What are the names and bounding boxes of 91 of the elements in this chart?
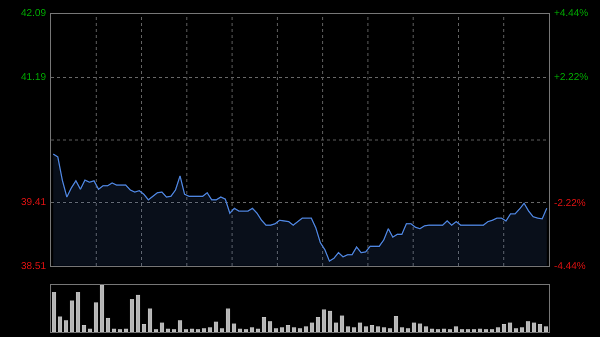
bar [232,324,236,332]
y2-tick-label: -4.44% [554,261,586,272]
bar [178,320,182,332]
bar [310,322,314,332]
bar [172,329,176,332]
bar [514,328,518,332]
y2-tick-label: -2.22% [554,198,586,209]
bar [418,324,422,332]
bar [118,329,122,332]
bar [148,308,152,332]
bar [448,329,452,332]
bar [424,326,428,332]
bar [142,324,146,332]
bar [58,316,62,332]
bar [538,324,542,332]
y-tick-label: 42.09 [21,8,46,19]
bar [520,327,524,332]
bar [250,327,254,332]
bar [316,316,320,332]
y2-tick-label: +2.22% [554,72,588,83]
bar [304,326,308,332]
bar [64,320,68,332]
bar [370,324,374,332]
y-tick-label: 39.41 [21,197,46,208]
bar [190,328,194,332]
bar [298,328,302,332]
bar [196,329,200,332]
bar [130,299,134,332]
bar [460,329,464,332]
bar [328,310,332,332]
bar [394,316,398,332]
bar [496,327,500,332]
bar [154,329,158,332]
bar [376,326,380,332]
bar [160,322,164,332]
y-tick-label: 41.19 [21,72,46,83]
bar [388,328,392,332]
bar [292,327,296,332]
bar [220,328,224,332]
bar [508,322,512,332]
bar [502,324,506,332]
bar [238,328,242,332]
bar [322,309,326,332]
bar [472,329,476,332]
bar [226,308,230,332]
bar [280,327,284,332]
bar [400,327,404,332]
bar [100,285,104,332]
bar [466,329,470,332]
bar [334,322,338,332]
bar [124,328,128,332]
bar [202,328,206,332]
bar [136,294,140,332]
bar [382,327,386,332]
bar [256,328,260,332]
bar [112,328,116,332]
bar [454,326,458,332]
bar [478,328,482,332]
bar [526,321,530,332]
bar [94,302,98,332]
bar [430,328,434,332]
bar [406,328,410,332]
bar [208,327,212,332]
bar [352,327,356,332]
bar [484,329,488,332]
bar [70,300,74,332]
bar [358,322,362,332]
bar [88,328,92,332]
bar [544,326,548,332]
bar [82,324,86,332]
bar [286,324,290,332]
bar [106,318,110,332]
bar [52,292,56,332]
bar [532,322,536,332]
bar [268,321,272,332]
y-tick-label: 38.51 [21,261,46,272]
bar [214,322,218,332]
bar [166,328,170,332]
bar [346,326,350,332]
y2-tick-label: +4.44% [554,8,588,19]
bar [184,329,188,332]
bar [412,322,416,332]
bar [274,328,278,332]
bar [262,316,266,332]
bar [76,292,80,332]
bar [436,329,440,332]
bar [244,329,248,332]
bar [442,328,446,332]
bar [340,316,344,332]
bar [490,329,494,332]
bar [364,326,368,332]
